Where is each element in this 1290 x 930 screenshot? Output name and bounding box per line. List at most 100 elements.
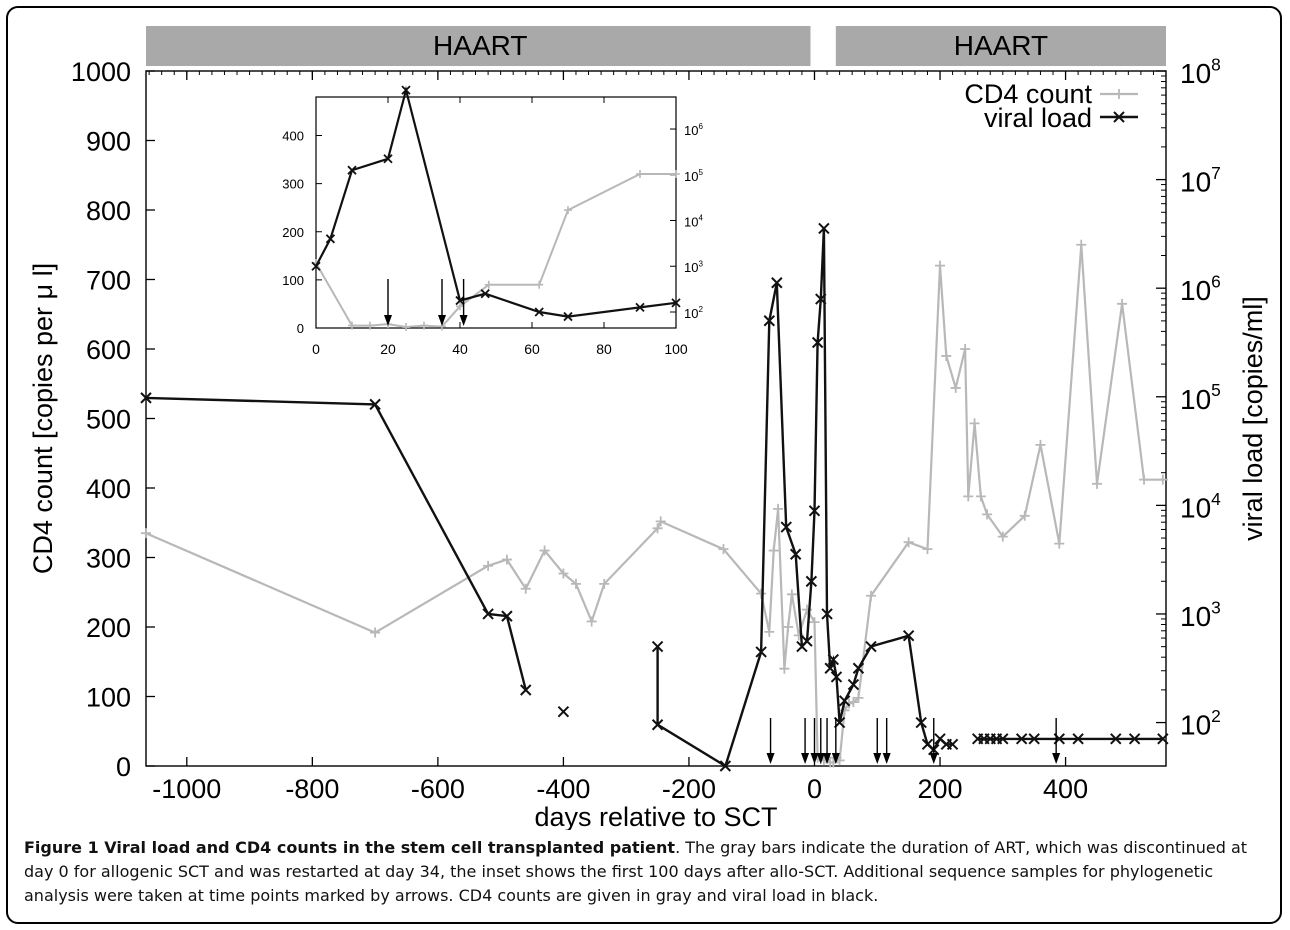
y2-tick-label-exponent: 8 bbox=[1211, 54, 1221, 74]
viral-load-point bbox=[1110, 733, 1122, 745]
x-tick-label: -800 bbox=[285, 774, 339, 804]
y2-tick-label-exponent: 4 bbox=[1211, 489, 1221, 509]
inset-cd4-point bbox=[636, 170, 644, 178]
inset-y2-tick-label-base: 10 bbox=[684, 260, 698, 275]
viral-load-point bbox=[827, 653, 840, 666]
cd4-point bbox=[141, 528, 151, 539]
viral-load-point bbox=[719, 760, 732, 772]
cd4-point bbox=[935, 260, 946, 271]
x-tick-label: 200 bbox=[917, 774, 962, 804]
sample-arrow bbox=[823, 718, 832, 764]
arrow-head bbox=[810, 753, 819, 764]
cd4-point bbox=[982, 509, 993, 520]
arrow-head bbox=[929, 753, 938, 764]
viral-load-point bbox=[789, 548, 802, 560]
viral-load-point bbox=[1128, 733, 1141, 745]
viral-load-point bbox=[140, 392, 152, 404]
y-tick-label: 1000 bbox=[71, 57, 131, 87]
inset-viral-load-point bbox=[311, 261, 321, 271]
inset-viral-load-point bbox=[455, 295, 465, 306]
x-tick-label: -200 bbox=[662, 774, 716, 804]
cd4-point bbox=[1054, 538, 1065, 549]
inset-y2-tick-label-exponent: 3 bbox=[698, 259, 703, 268]
sample-arrow bbox=[873, 718, 882, 764]
y-tick-label: 100 bbox=[86, 683, 131, 713]
viral-load-point bbox=[1072, 733, 1084, 745]
inset-y-tick-label: 300 bbox=[282, 177, 304, 192]
arrow-head bbox=[823, 753, 832, 764]
cd4-point bbox=[1139, 474, 1150, 485]
inset-frame bbox=[315, 96, 677, 329]
cd4-point bbox=[570, 578, 581, 589]
cd4-point bbox=[950, 382, 961, 393]
inset-cd4-point bbox=[348, 321, 356, 330]
inset-y2-tick-label-exponent: 2 bbox=[698, 305, 703, 314]
cd4-point bbox=[963, 491, 974, 502]
x-tick-label: 400 bbox=[1043, 774, 1088, 804]
cd4-point bbox=[1157, 474, 1168, 485]
inset-x-tick-label: 40 bbox=[452, 341, 468, 357]
inset-y-tick-label: 200 bbox=[282, 225, 304, 240]
inset-x-tick-label: 0 bbox=[312, 341, 320, 357]
inset-viral-load-point bbox=[534, 307, 544, 317]
y-axis-title: CD4 count [copies per μ l] bbox=[28, 263, 58, 574]
viral-load-point bbox=[852, 662, 865, 674]
figure-chart: HAART HAART-1000 -800 -600 -400 -200 0 200 400da… bbox=[28, 26, 1268, 830]
y-tick-label: 200 bbox=[86, 613, 131, 643]
y2-tick-label-base: 10 bbox=[1180, 492, 1211, 523]
haart-bar bbox=[146, 26, 811, 66]
inset-y2-tick-label: 104 bbox=[684, 214, 703, 230]
inset-cd4-point bbox=[535, 280, 544, 289]
sample-arrow bbox=[831, 718, 840, 764]
cd4-point bbox=[969, 418, 980, 429]
inset-x-tick-label: 60 bbox=[524, 341, 540, 357]
x-tick-label: -600 bbox=[411, 774, 465, 804]
viral-load-point bbox=[815, 293, 827, 305]
viral-load-point bbox=[1015, 733, 1028, 745]
figure-caption: Figure 1 Viral load and CD4 counts in th… bbox=[24, 836, 1268, 908]
legend-marker-viral bbox=[1113, 111, 1125, 123]
y-tick-label: 500 bbox=[86, 405, 131, 435]
viral-load-point bbox=[915, 716, 927, 729]
cd4-point bbox=[922, 544, 933, 555]
viral-load-point bbox=[824, 662, 836, 674]
legend-label: viral load bbox=[984, 103, 1092, 133]
cd4-point bbox=[848, 697, 859, 708]
inset-viral-load-point bbox=[401, 85, 411, 95]
viral-load-point bbox=[557, 705, 570, 718]
arrow-head bbox=[882, 753, 891, 764]
arrow-head bbox=[384, 315, 392, 326]
viral-load-point bbox=[808, 505, 821, 517]
viral-load-point bbox=[805, 575, 818, 588]
inset-y2-tick-label-base: 10 bbox=[684, 306, 698, 321]
cd4-point bbox=[783, 622, 794, 632]
inset-cd4-point bbox=[402, 323, 410, 332]
inset-sample-arrow bbox=[384, 279, 392, 326]
viral-load-point bbox=[946, 738, 959, 750]
cd4-point bbox=[865, 590, 876, 601]
sample-arrow bbox=[816, 718, 825, 764]
y2-axis-title: viral load [copies/ml] bbox=[1238, 296, 1268, 541]
y2-tick-label-exponent: 7 bbox=[1211, 163, 1221, 183]
inset-cd4-point bbox=[484, 280, 493, 289]
viral-load-point bbox=[801, 635, 813, 647]
x-tick-label: 0 bbox=[807, 774, 822, 804]
arrow-head bbox=[766, 753, 775, 764]
viral-load-point bbox=[997, 733, 1009, 745]
y2-tick-label-exponent: 3 bbox=[1211, 597, 1221, 617]
y-tick-label: 400 bbox=[86, 474, 131, 504]
inset-sample-arrow bbox=[438, 279, 446, 326]
cd4-point bbox=[768, 545, 779, 556]
viral-load-line bbox=[145, 396, 527, 691]
viral-load-point bbox=[763, 315, 776, 327]
cd4-point bbox=[941, 350, 952, 361]
y2-tick-label-base: 10 bbox=[1180, 275, 1211, 306]
inset-viral-load-point bbox=[635, 302, 645, 313]
y2-tick-label: 102 bbox=[1180, 706, 1221, 741]
y2-tick-label-base: 10 bbox=[1180, 167, 1211, 198]
y2-tick-label-exponent: 6 bbox=[1211, 272, 1221, 292]
viral-load-point bbox=[830, 671, 843, 683]
arrow-head bbox=[801, 753, 810, 764]
y-tick-label: 900 bbox=[86, 127, 131, 157]
